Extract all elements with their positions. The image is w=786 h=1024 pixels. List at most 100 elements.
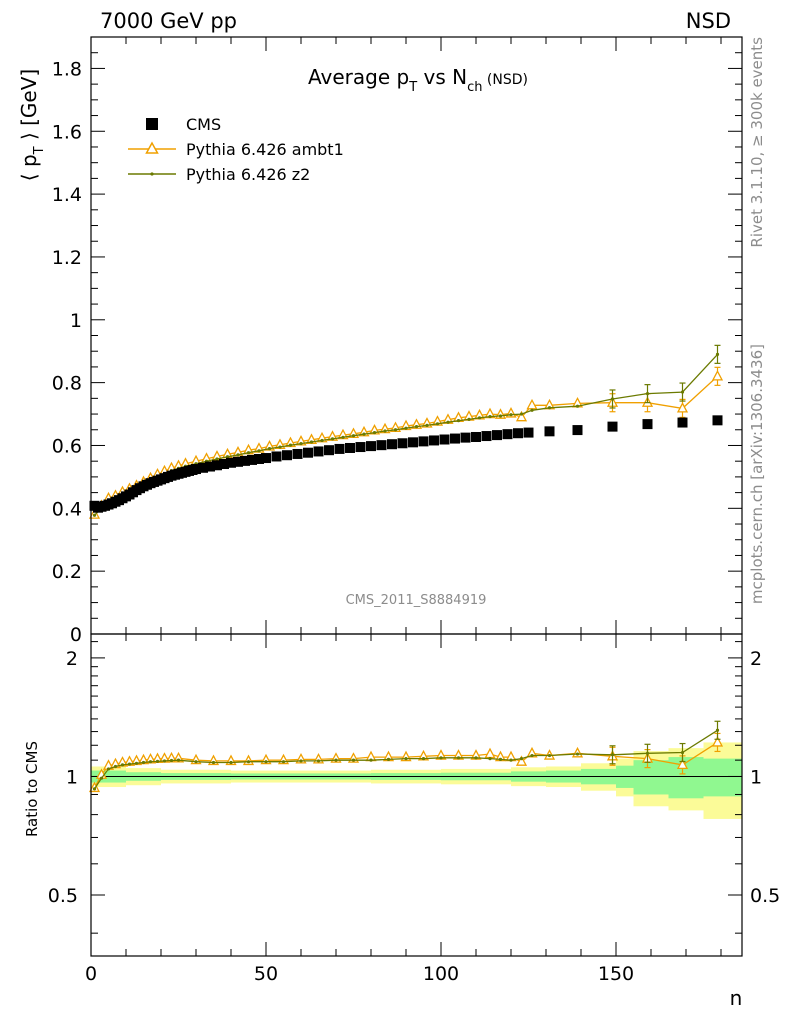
point-z2 [509, 413, 513, 417]
main-y-tick-label: 1.8 [52, 58, 82, 80]
point-z2 [467, 417, 471, 421]
ratio-point-z2 [162, 759, 167, 763]
point-ambt1 [676, 402, 689, 413]
ratio-point-z2 [519, 757, 524, 761]
point-cms [460, 432, 471, 443]
point-cms [642, 419, 653, 430]
main-y-tick-label: 1.6 [52, 121, 82, 143]
side-text-mcplots: mcplots.cern.ch [arXiv:1306.3436] [748, 344, 766, 604]
point-cms [345, 442, 355, 453]
ratio-y-axis-label: Ratio to CMS [23, 741, 41, 837]
ratio-point-z2 [99, 776, 104, 780]
ratio-point-z2 [439, 756, 443, 760]
ratio-point-z2 [488, 757, 492, 761]
point-z2 [498, 414, 503, 418]
ratio-point-z2 [334, 758, 338, 762]
ratio-point-z2 [299, 759, 303, 763]
point-z2 [477, 416, 482, 420]
point-cms [205, 461, 215, 472]
point-z2 [383, 429, 387, 433]
point-cms [191, 464, 201, 475]
point-z2 [225, 455, 230, 459]
point-cms [303, 447, 313, 458]
point-cms [292, 448, 303, 459]
ratio-point-ambt1 [484, 747, 496, 759]
point-z2 [215, 457, 219, 461]
x-tick-label: 100 [423, 963, 459, 985]
point-cms [607, 421, 618, 432]
point-cms [282, 450, 292, 461]
ratio-point-z2 [316, 759, 321, 763]
main-y-tick-label: 0.6 [52, 435, 82, 457]
main-y-tick-label: 0 [70, 624, 82, 646]
legend-label-ambt1: Pythia 6.426 ambt1 [186, 140, 344, 159]
point-z2 [414, 425, 419, 429]
point-cms [572, 425, 583, 436]
point-ambt1 [515, 410, 528, 422]
legend-marker-z2 [150, 172, 154, 176]
ratio-y-tick-label-right: 1 [750, 766, 762, 788]
point-ambt1 [526, 398, 538, 410]
ylabel-sub: T [32, 146, 47, 155]
ratio-point-ambt1 [515, 755, 528, 766]
point-cms [712, 415, 723, 426]
ylabel-tail: ⟩ [GeV] [17, 69, 41, 147]
point-cms [677, 417, 688, 428]
ratio-point-z2 [369, 758, 373, 762]
ratio-point-z2 [194, 760, 198, 764]
ratio-y-tick-label: 2 [66, 648, 78, 670]
ylabel-main: ⟨ p [17, 154, 41, 181]
ratio-point-z2 [404, 757, 408, 761]
point-cms [471, 431, 481, 442]
legend-label-z2: Pythia 6.426 z2 [186, 165, 310, 184]
point-cms [408, 437, 418, 448]
point-z2 [299, 441, 303, 446]
point-z2 [645, 392, 650, 396]
ratio-point-z2 [498, 757, 503, 761]
point-z2 [330, 437, 335, 441]
x-axis-label: n [730, 986, 743, 1010]
point-cms [226, 457, 236, 468]
ratio-point-z2 [680, 750, 685, 755]
ratio-point-z2 [176, 758, 181, 762]
analysis-watermark: CMS_2011_S8884919 [346, 593, 487, 608]
point-cms [450, 433, 460, 444]
point-z2 [456, 419, 461, 423]
point-cms [366, 441, 376, 452]
point-cms [513, 428, 523, 439]
ratio-y-tick-label-right: 2 [750, 648, 762, 670]
point-cms [544, 426, 555, 437]
main-y-tick-label: 1 [70, 310, 82, 332]
point-z2 [435, 422, 440, 426]
point-z2 [320, 438, 324, 443]
ratio-point-z2 [113, 764, 118, 769]
main-y-tick-label: 1.4 [52, 184, 82, 206]
ratio-point-z2 [610, 753, 615, 757]
point-z2 [404, 426, 408, 430]
point-z2 [351, 434, 356, 438]
point-cms [313, 446, 324, 457]
ratio-point-z2 [120, 763, 125, 767]
ratio-point-z2 [509, 758, 513, 762]
main-y-tick-label: 1.2 [52, 247, 82, 269]
point-z2 [488, 414, 492, 419]
main-y-tick-label: 0.2 [52, 561, 82, 583]
ratio-point-z2 [246, 760, 251, 764]
x-tick-label: 50 [254, 963, 278, 985]
ratio-point-ambt1 [676, 758, 689, 770]
main-y-tick-label: 0.4 [52, 498, 82, 520]
point-z2 [288, 443, 293, 447]
point-z2 [547, 406, 552, 410]
point-cms [429, 435, 439, 446]
data-series [88, 344, 724, 793]
point-z2 [236, 453, 240, 457]
point-cms [502, 429, 513, 440]
point-z2 [309, 440, 314, 444]
ratio-point-z2 [169, 758, 174, 763]
ratio-point-z2 [456, 756, 461, 760]
ratio-point-z2 [715, 728, 720, 732]
ratio-point-z2 [92, 787, 97, 791]
legend-label-cms: CMS [186, 115, 221, 134]
title-mid: vs N [417, 65, 467, 89]
